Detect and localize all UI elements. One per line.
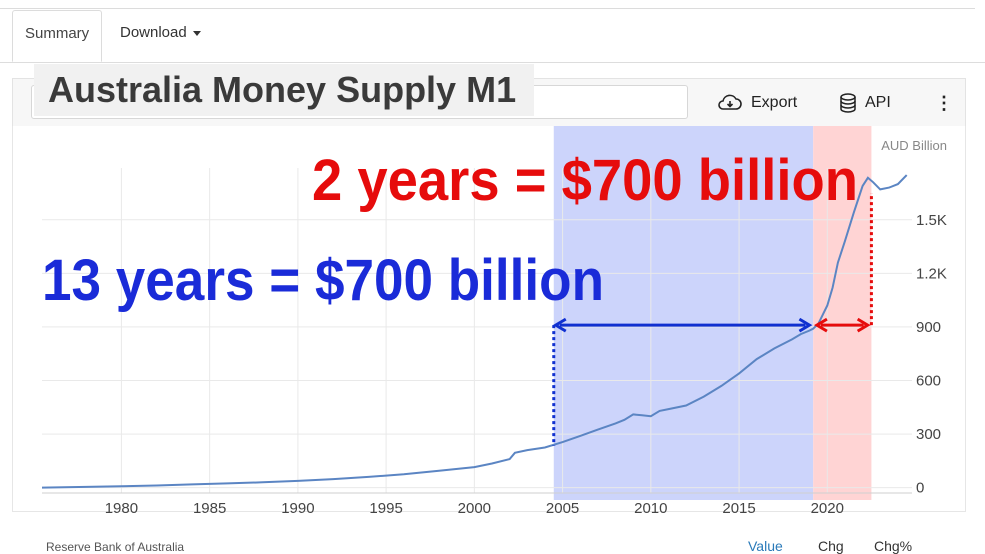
tab-bar: Summary Download [0,0,985,63]
value-tab[interactable]: Value [748,538,783,554]
red-arrow-head-right [856,317,871,333]
api-button[interactable]: API [839,93,891,113]
blue-arrow-head-right [798,317,813,333]
tab-summary[interactable]: Summary [12,10,103,62]
x-tick-label: 1990 [281,500,314,517]
tab-download[interactable]: Download [108,10,213,60]
red-annotation: 2 years = $700 billion [312,148,858,213]
chg-tab[interactable]: Chg [818,538,844,554]
export-button[interactable]: Export [717,93,797,113]
x-tick-label: 1980 [105,500,138,517]
cloud-download-icon [718,94,742,110]
y-tick-label: 300 [916,426,941,443]
x-tick-label: 2000 [458,500,491,517]
y-tick-label: 600 [916,373,941,390]
source-label: Reserve Bank of Australia [46,540,185,554]
y-tick-label: 1.5K [916,212,947,229]
blue-annotation: 13 years = $700 billion [42,248,604,313]
tab-summary-label: Summary [25,25,90,42]
export-label: Export [751,94,798,111]
chevron-down-icon [192,30,201,36]
api-label: API [865,94,891,111]
red-arrow-head-left [814,317,828,333]
tab-download-label: Download [120,24,187,41]
database-icon [840,93,856,113]
highlight-band-blue [553,126,814,500]
unit-label: AUD Billion [881,138,947,153]
money-supply-line [41,174,908,489]
x-tick-label: 1985 [193,500,226,517]
chart-title-overlay: Australia Money Supply M1 [34,64,534,116]
x-tick-label: 2005 [546,500,579,517]
blue-arrow-head-left [552,317,567,333]
y-tick-label: 0 [916,480,924,497]
chg-percent-tab[interactable]: Chg% [874,538,913,554]
x-tick-label: 1995 [369,500,402,517]
x-tick-label: 2020 [811,500,844,517]
x-tick-label: 2015 [722,500,755,517]
more-options-icon[interactable]: ⋮ [935,93,953,113]
x-tick-label: 2010 [634,500,667,517]
tab-bar-topline [0,8,975,9]
y-tick-label: 1.2K [916,265,947,282]
y-tick-label: 900 [916,319,941,336]
